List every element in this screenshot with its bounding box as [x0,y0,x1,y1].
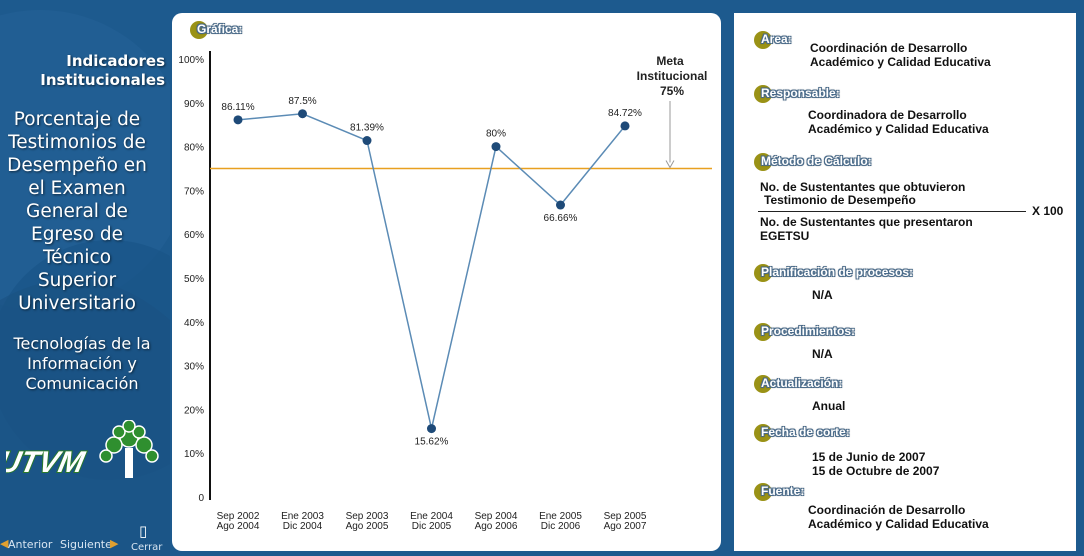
y-tick-label: 40% [184,318,204,329]
program-name: Tecnologías de la Información y Comunica… [13,334,151,393]
x-tick-label: Ene 2005 [539,511,582,522]
line-chart: 0 10% 20% 30% 40% 50% 60% 70% 80% 90% 100% MetaInst… [178,51,712,532]
series-line [237,112,626,429]
procedimientos-label: Procedimientos: [761,324,856,338]
data-label: 80% [486,129,506,140]
tree-icon [99,420,159,478]
x-tick-label: Ago 2004 [217,521,260,532]
y-tick-label: 30% [184,362,204,373]
chart-panel-label: Gráfica: [197,22,243,36]
fuente-value-2: Académico y Calidad Educativa [808,517,989,531]
actualizacion-value: Anual [812,399,846,413]
forward-arrow-icon[interactable]: ▶ [110,537,119,550]
data-point [233,115,243,125]
y-tick-label: 50% [184,274,204,285]
data-label: 87.5% [288,96,316,107]
x-tick-label: Ene 2004 [410,511,453,522]
fuente-label: Fuente: [761,484,805,498]
data-label: 86.11% [221,102,254,113]
data-point [620,121,630,131]
data-point [556,200,565,210]
y-tick-label: 80% [184,143,204,154]
x-tick-label: Sep 2003 [346,511,389,522]
denominator-1: No. de Sustentantes que presentaron [760,215,973,229]
x-tick-label: Dic 2006 [541,521,581,532]
responsable-value-2: Académico y Calidad Educativa [808,122,989,136]
fecha-value-1: 15 de Junio de 2007 [812,450,926,464]
data-point [298,109,307,119]
indicadores-heading: Indicadores Institucionales [40,52,165,89]
fecha-value-2: 15 de Octubre de 2007 [812,464,940,478]
x-tick-label: Sep 2002 [217,511,260,522]
data-label: 81.39% [350,123,384,134]
fraction-line [758,211,1026,212]
fecha-label: Fecha de corte: [761,425,850,439]
x-tick-label: Sep 2004 [475,511,518,522]
data-label: 66.66% [544,213,578,224]
y-tick-label: 70% [184,186,204,197]
area-value-1: Coordinación de Desarrollo [810,41,968,55]
multiplier: X 100 [1032,204,1064,218]
actualizacion-label: Actualización: [761,376,843,390]
data-label: 84.72% [608,108,642,119]
procedimientos-value: N/A [812,347,833,361]
numerator-1: No. de Sustentantes que obtuvieron [760,180,966,194]
logo-text: UTVM [6,446,88,479]
data-point [362,136,372,146]
utvm-logo: UTVM [6,420,159,480]
data-point [427,424,436,434]
x-tick-label: Ago 2006 [475,521,518,532]
data-label: 15.62% [415,437,449,448]
y-tick-label: 10% [184,449,204,460]
x-tick-label: Ene 2003 [281,511,324,522]
back-arrow-icon[interactable]: ◀ [0,537,9,550]
target-arrow-head [665,160,675,169]
y-tick-label: 0 [198,493,204,504]
denominator-2: EGETSU [760,229,810,243]
x-tick-label: Dic 2005 [412,521,452,532]
target-value-label: 75% [660,84,684,98]
planificacion-value: N/A [812,288,833,302]
y-tick-label: 90% [184,99,204,110]
svg-text:UTVM: UTVM [6,446,88,479]
navigation-bar: ◀ Anterior Siguiente ▶ ▯ Cerrar [0,522,170,554]
x-tick-label: Sep 2005 [604,511,647,522]
responsable-value-1: Coordinadora de Desarrollo [808,108,967,122]
area-label: Area: [761,32,792,46]
numerator-2: Testimonio de Desempeño [764,193,916,207]
y-tick-label: 20% [184,405,204,416]
target-label: Institucional [637,69,708,83]
x-tick-label: Dic 2004 [283,521,323,532]
x-tick-label: Ago 2007 [604,521,647,532]
target-label: Meta [656,54,684,68]
metodo-label: Método de Cálculo: [761,154,872,168]
fuente-value-1: Coordinación de Desarrollo [808,503,966,517]
x-tick-label: Ago 2005 [346,521,389,532]
indicator-title: Porcentaje de Testimonios de Desempeño e… [7,109,147,314]
planificacion-label: Planificación de procesos: [761,265,914,279]
close-link[interactable]: Cerrar [131,542,163,553]
y-tick-label: 100% [178,55,204,66]
door-icon[interactable]: ▯ [139,522,148,540]
next-link[interactable]: Siguiente [60,538,112,551]
info-panel: Area: Coordinación de Desarrollo Académi… [734,13,1076,551]
data-point [491,142,501,152]
prev-link[interactable]: Anterior [8,538,53,551]
chart-panel: Gráfica: 0 10% 20% 30% 40% 50% 60% 70% 80% 90% 100… [172,13,721,551]
area-value-2: Académico y Calidad Educativa [810,55,991,69]
responsable-label: Responsable: [761,86,840,100]
y-tick-label: 60% [184,230,204,241]
